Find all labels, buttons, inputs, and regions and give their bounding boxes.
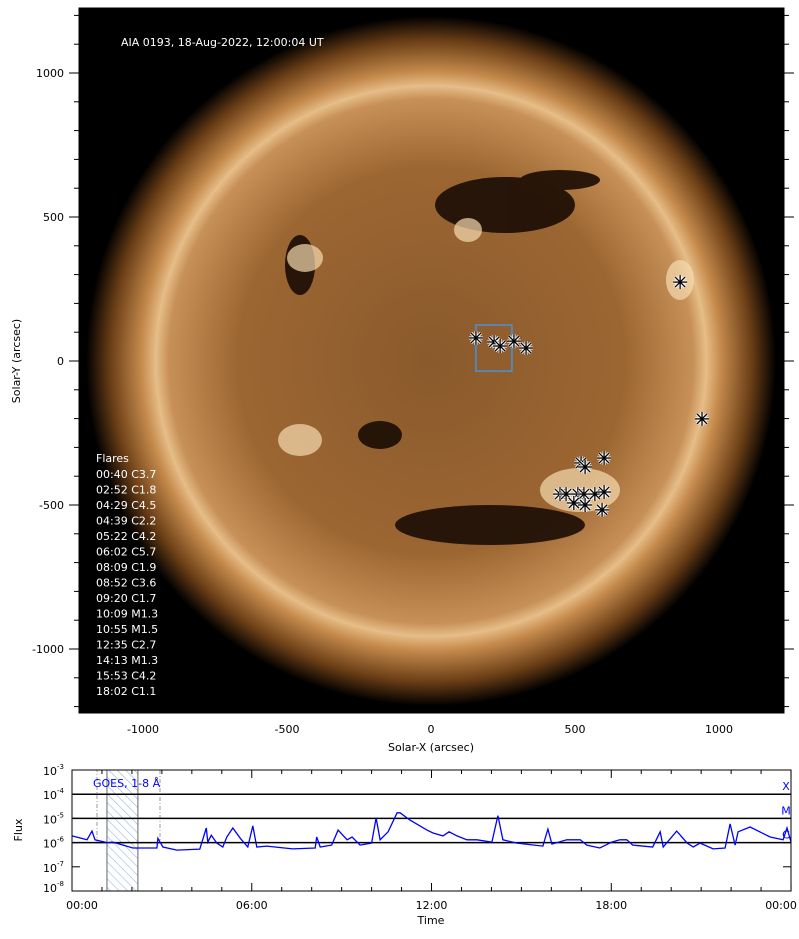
flare-list-item: 08:52 C3.6 <box>96 577 156 590</box>
flare-list-item: 05:22 C4.2 <box>96 530 156 543</box>
goes-x-tick-label: 00:00 <box>765 899 797 912</box>
y-tick-label: 500 <box>43 211 64 224</box>
flare-marker <box>597 485 612 500</box>
flare-marker <box>468 330 483 345</box>
goes-x-tick-label: 06:00 <box>236 899 268 912</box>
flare-marker <box>566 495 581 510</box>
goes-frame <box>71 769 792 892</box>
flare-list-item: 04:29 C4.5 <box>96 499 156 512</box>
flare-list-item: 04:39 C2.2 <box>96 515 156 528</box>
flare-list-item: 02:52 C1.8 <box>96 484 156 497</box>
goes-x-tick-label: 18:00 <box>595 899 627 912</box>
flare-marker <box>597 451 612 466</box>
x-tick-label: 1000 <box>705 723 733 736</box>
y-axis-label: Solar-Y (arcsec) <box>10 319 23 403</box>
x-tick-label: 500 <box>565 723 586 736</box>
flare-marker <box>578 498 593 512</box>
goes-y-tick-label: 10-8 <box>43 880 64 895</box>
goes-legend: GOES, 1-8 Å <box>93 777 161 790</box>
x-tick-label: -500 <box>275 723 300 736</box>
y-tick-label: 1000 <box>36 67 64 80</box>
flare-list-item: 18:02 C1.1 <box>96 685 156 698</box>
flares-title: Flares <box>96 452 129 465</box>
flare-list-item: 08:09 C1.9 <box>96 561 156 574</box>
goes-y-tick-label: 10-4 <box>43 787 65 802</box>
goes-x-tick-label: 00:00 <box>66 899 98 912</box>
flare-list-item: 10:55 M1.5 <box>96 623 158 636</box>
flare-marker <box>695 411 710 426</box>
flare-marker <box>559 487 574 502</box>
x-tick-label: 0 <box>428 723 435 736</box>
goes-x-tick-label: 12:00 <box>416 899 448 912</box>
flare-marker <box>595 502 610 517</box>
flare-marker <box>673 275 688 290</box>
y-tick-label: -500 <box>39 499 64 512</box>
class-label: M <box>781 804 791 817</box>
flare-list-item: 00:40 C3.7 <box>96 468 156 481</box>
x-tick-label: -1000 <box>127 723 159 736</box>
flare-marker <box>578 459 593 474</box>
flare-list-item: 15:53 C4.2 <box>96 670 156 683</box>
class-label: X <box>782 780 790 793</box>
flare-list-item: 06:02 C5.7 <box>96 546 156 559</box>
y-tick-label: 0 <box>57 355 64 368</box>
goes-y-tick-label: 10-5 <box>43 811 64 826</box>
aia-image-panel: AIA 0193, 18-Aug-2022, 12:00:04 UT Flare… <box>10 7 794 754</box>
goes-x-label: Time <box>417 914 445 927</box>
goes-y-tick-label: 10-7 <box>43 860 64 875</box>
class-label: C <box>782 829 790 842</box>
x-axis-label: Solar-X (arcsec) <box>388 741 474 754</box>
goes-y-tick-label: 10-3 <box>43 763 64 778</box>
legend-box <box>96 769 161 844</box>
image-title: AIA 0193, 18-Aug-2022, 12:00:04 UT <box>121 36 324 49</box>
flare-list-item: 10:09 M1.3 <box>96 608 158 621</box>
flare-marker <box>493 339 508 354</box>
flare-marker <box>519 341 534 356</box>
flare-list-item: 12:35 C2.7 <box>96 639 156 652</box>
flare-marker <box>506 334 521 349</box>
goes-y-label: Flux <box>12 818 25 841</box>
solar-disk <box>155 85 707 637</box>
region-box <box>475 324 513 372</box>
flare-list-item: 09:20 C1.7 <box>96 592 156 605</box>
flare-marker <box>587 487 602 502</box>
goes-y-tick-label: 10-6 <box>43 836 65 851</box>
y-tick-label: -1000 <box>32 643 64 656</box>
goes-flux-line <box>71 812 792 851</box>
flare-list-item: 14:13 M1.3 <box>96 654 158 667</box>
